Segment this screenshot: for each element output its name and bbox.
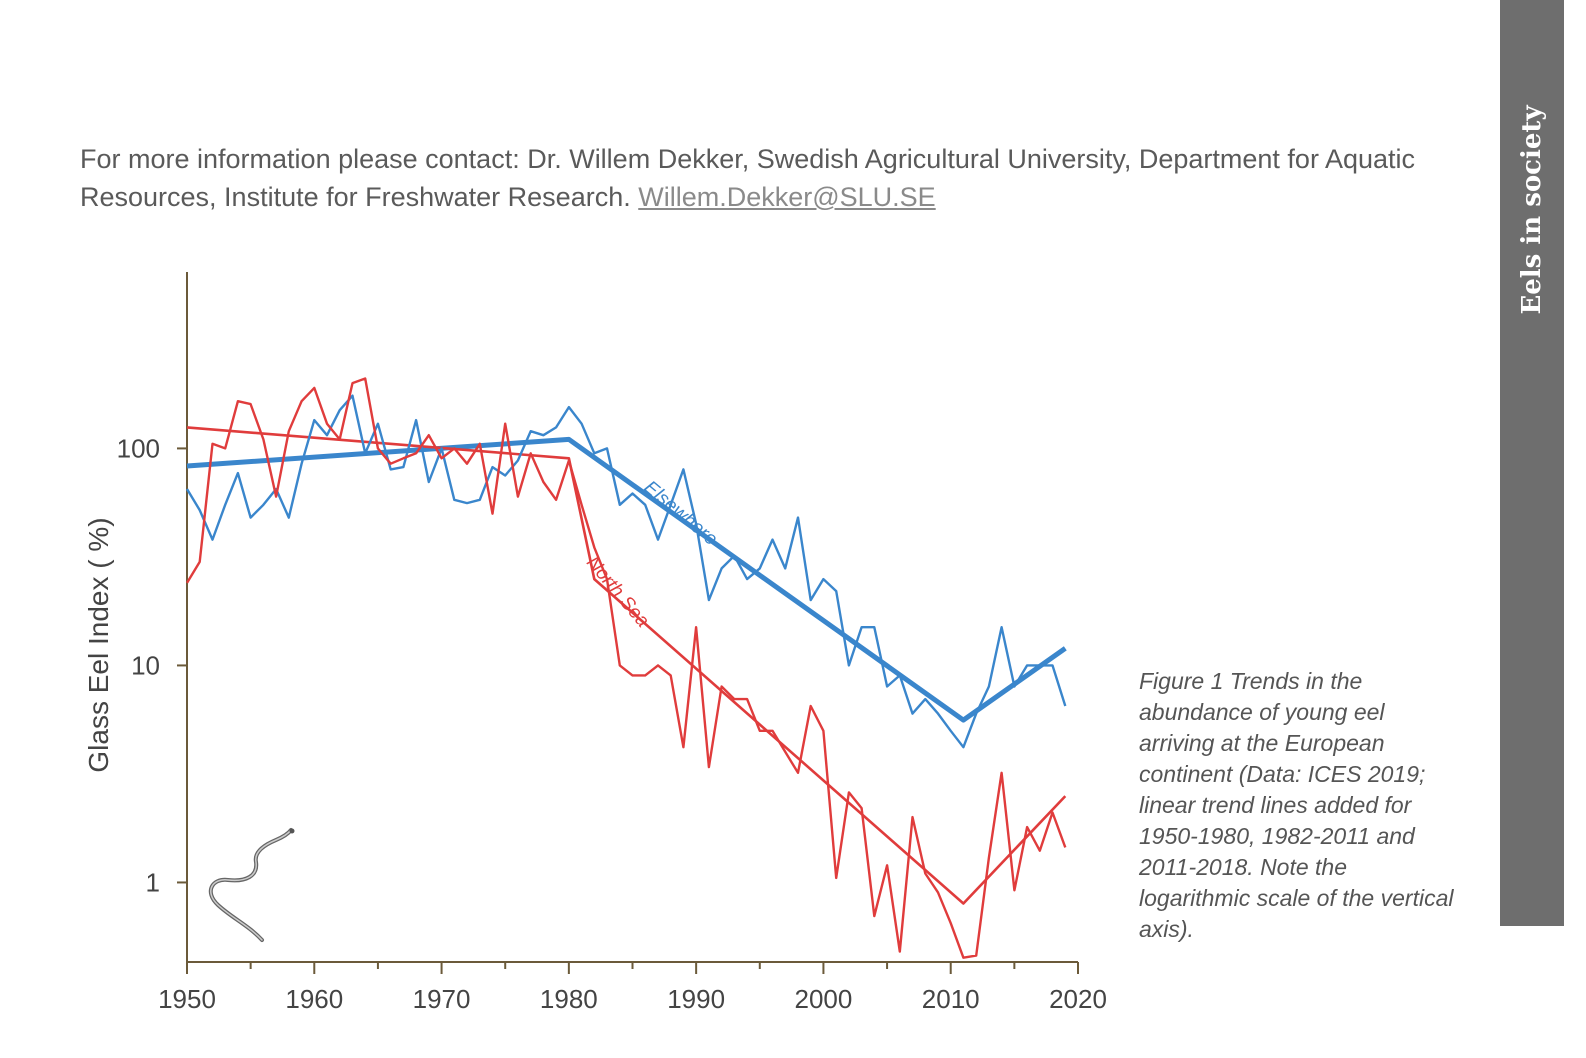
x-tick-label: 1970 <box>413 984 471 1014</box>
figure-caption: Figure 1 Trends in the abundance of youn… <box>1139 668 1454 942</box>
chart-axes: 1950 1960 1970 1980 1990 2000 2010 2020 100 10 1 Gl… <box>83 272 1107 1014</box>
contact-paragraph: For more information please contact: Dr.… <box>80 140 1460 216</box>
x-tick-label: 1950 <box>158 984 216 1014</box>
x-tick-label: 2010 <box>922 984 980 1014</box>
y-axis-label: Glass Eel Index ( %) <box>83 517 114 772</box>
y-tick-label: 100 <box>117 433 160 463</box>
y-tick-label: 10 <box>131 650 160 680</box>
x-tick-label: 2020 <box>1049 984 1107 1014</box>
x-tick-label: 1980 <box>540 984 598 1014</box>
series-lines <box>185 377 1067 959</box>
contact-email-link[interactable]: Willem.Dekker@SLU.SE <box>638 182 936 212</box>
series-line-north-sea <box>185 377 1067 959</box>
eel-illustration <box>208 828 295 942</box>
trend-line-elsewhere <box>186 436 1067 723</box>
x-tick-label: 1990 <box>667 984 725 1014</box>
x-tick-label: 2000 <box>795 984 853 1014</box>
x-tick-label: 1960 <box>285 984 343 1014</box>
series-line-elsewhere <box>185 394 1067 749</box>
y-tick-label: 1 <box>146 867 160 897</box>
sidebar-band <box>1500 0 1564 926</box>
contact-text: For more information please contact: Dr.… <box>80 144 1416 212</box>
series-annotation: North Sea <box>582 552 653 631</box>
series-annotation: Elsewhere <box>640 477 721 550</box>
